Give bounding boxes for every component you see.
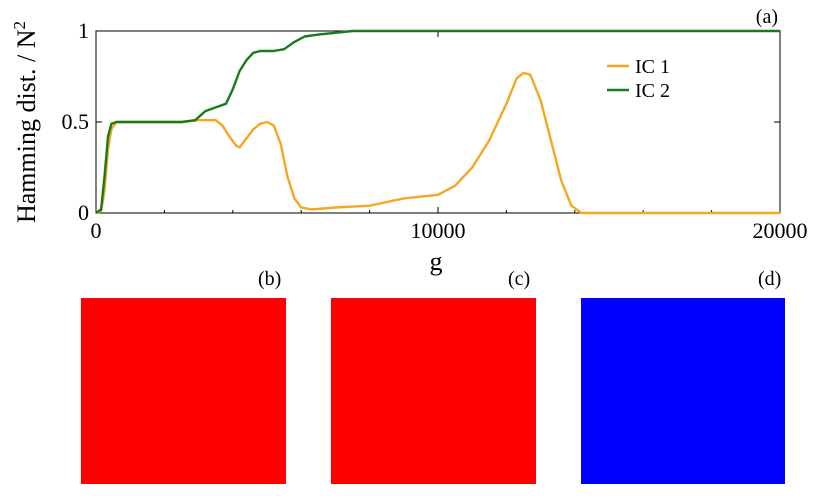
legend-label-ic2: IC 2 [635,80,670,102]
y-tick-label: 1 [78,18,89,43]
square-d [581,298,785,484]
x-tick-label: 0 [91,218,102,243]
chart-a: 0 10000 20000 0 0.5 1 g Hamming dist. / N2 (a) IC… [10,6,808,276]
panel-label-b: (b) [258,268,282,290]
y-axis-label-superscript: 2 [10,21,29,30]
series-line-ic2 [95,29,780,214]
y-tick-label: 0.5 [62,109,90,134]
panel-label-c: (c) [508,268,531,290]
y-tick-label: 0 [78,200,89,225]
square-c [331,298,536,484]
series-line-ic1 [95,71,780,215]
x-tick-label: 10000 [411,218,466,243]
panel-label-a: (a) [756,6,778,28]
plot-frame [95,30,781,214]
x-tick-label: 20000 [753,218,808,243]
square-b [81,298,286,484]
x-axis-label: g [430,247,443,276]
panel-label-d: (d) [758,268,782,290]
legend-label-ic1: IC 1 [635,56,670,78]
y-axis-label: Hamming dist. / N2 [10,21,41,223]
